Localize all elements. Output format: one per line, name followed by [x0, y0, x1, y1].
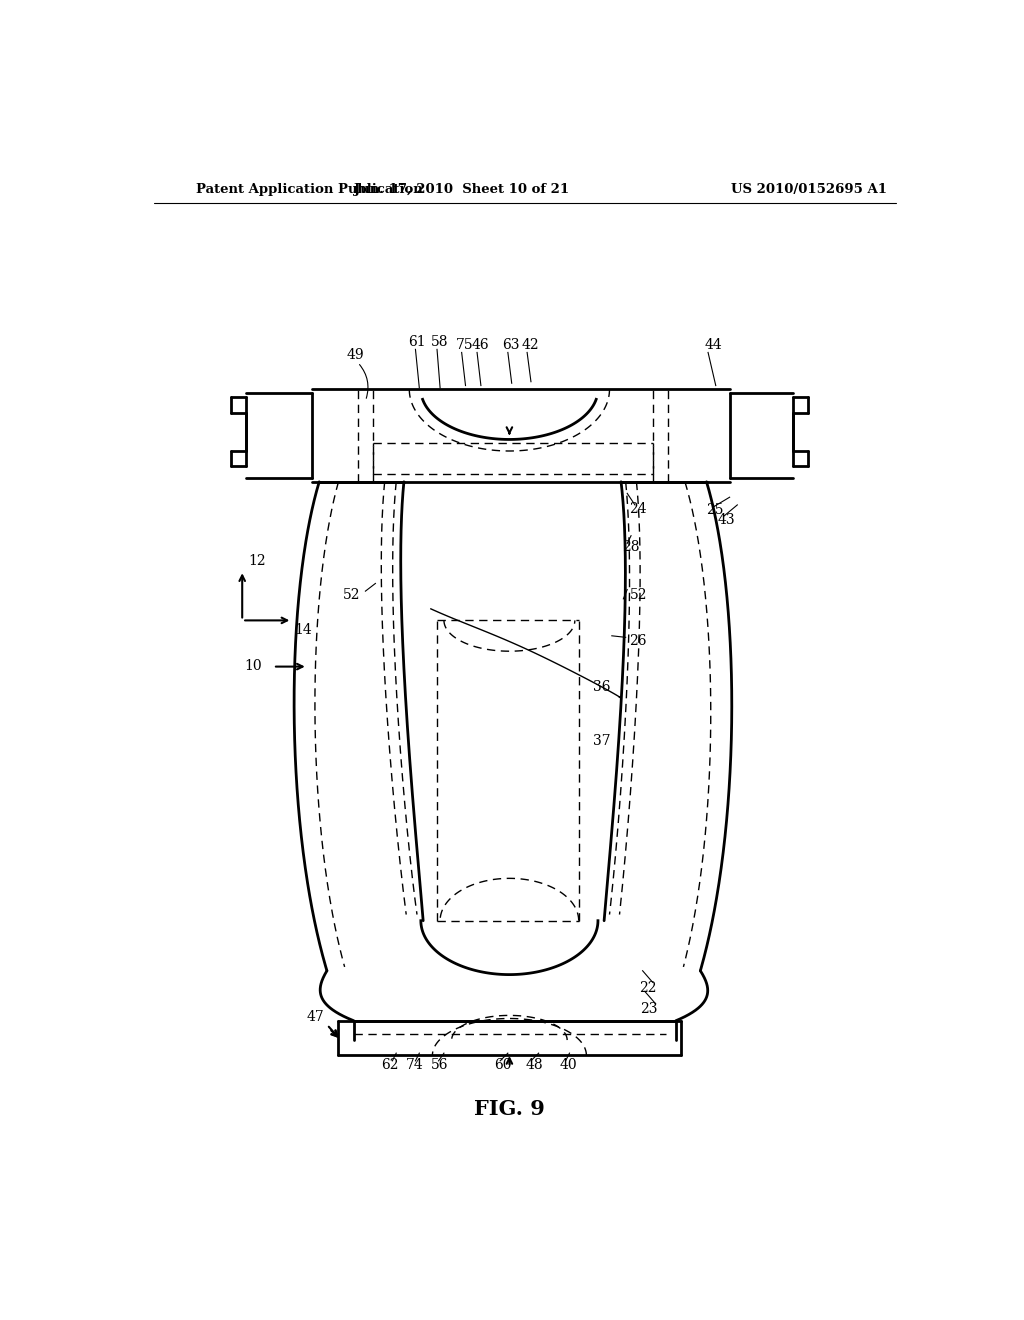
Text: 49: 49	[346, 347, 364, 362]
Text: 75: 75	[456, 338, 473, 352]
Text: 10: 10	[245, 660, 262, 673]
Text: 52: 52	[343, 587, 360, 602]
Text: 48: 48	[525, 1057, 543, 1072]
Text: US 2010/0152695 A1: US 2010/0152695 A1	[731, 182, 887, 195]
Text: 43: 43	[717, 513, 735, 527]
Text: 26: 26	[630, 634, 647, 648]
Text: FIG. 9: FIG. 9	[474, 1100, 545, 1119]
Text: 62: 62	[381, 1057, 398, 1072]
Text: 42: 42	[521, 338, 540, 352]
Text: 47: 47	[306, 1010, 324, 1024]
Text: 52: 52	[630, 587, 647, 602]
Text: 22: 22	[639, 981, 656, 994]
Text: 74: 74	[407, 1057, 424, 1072]
Text: 14: 14	[295, 623, 312, 638]
Text: 60: 60	[494, 1057, 512, 1072]
Text: 12: 12	[249, 554, 266, 568]
Text: 61: 61	[408, 335, 425, 350]
Text: 28: 28	[622, 540, 639, 554]
Text: 23: 23	[640, 1002, 657, 1016]
Text: 56: 56	[431, 1057, 449, 1072]
Text: 24: 24	[630, 502, 647, 516]
Text: 46: 46	[472, 338, 489, 352]
Text: 40: 40	[559, 1057, 578, 1072]
Text: 25: 25	[707, 503, 724, 517]
Text: 63: 63	[502, 338, 519, 352]
Text: 37: 37	[593, 734, 610, 748]
Text: 44: 44	[705, 338, 722, 352]
Text: Jun. 17, 2010  Sheet 10 of 21: Jun. 17, 2010 Sheet 10 of 21	[354, 182, 569, 195]
Text: 58: 58	[431, 335, 449, 350]
Text: Patent Application Publication: Patent Application Publication	[196, 182, 423, 195]
Text: 36: 36	[593, 680, 610, 694]
